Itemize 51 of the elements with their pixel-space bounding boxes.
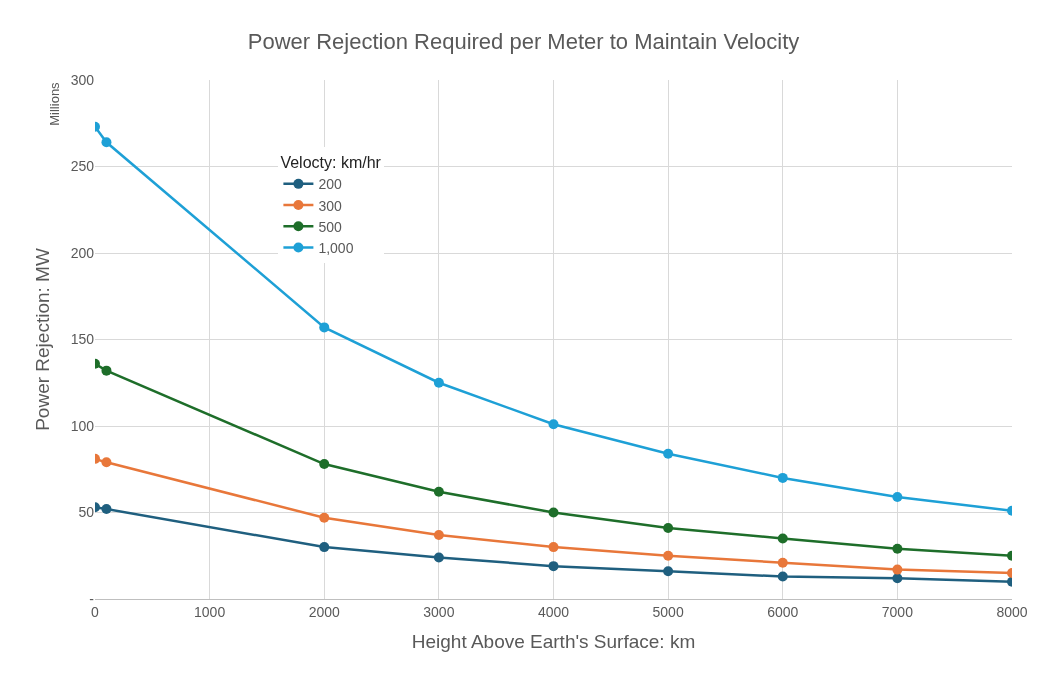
point	[892, 564, 903, 575]
point	[777, 557, 788, 568]
point	[101, 365, 112, 376]
point	[319, 512, 330, 523]
point	[101, 457, 112, 468]
point	[663, 550, 674, 561]
x-tick-label: 4000	[537, 603, 570, 620]
x-tick-label: 2000	[308, 603, 341, 620]
point	[433, 486, 444, 497]
point	[319, 542, 330, 553]
x-axis-title: Height Above Earth's Surface: km	[411, 630, 696, 652]
point	[892, 491, 903, 502]
point	[663, 566, 674, 577]
point	[433, 529, 444, 540]
y-tick-label: 200	[70, 244, 95, 261]
x-tick-label: 3000	[423, 603, 455, 620]
legend-label: 1,000	[318, 239, 354, 256]
point	[101, 504, 112, 515]
point	[663, 448, 674, 459]
point	[892, 543, 903, 554]
x-tick-label: 5000	[652, 603, 684, 620]
chart-title: Power Rejection Required per Meter to Maintain Velocity	[247, 29, 800, 55]
y-axis-title: Power Rejection: MW	[32, 248, 54, 431]
point	[319, 459, 330, 470]
point	[663, 523, 674, 534]
legend-label: 300	[318, 197, 342, 214]
point	[777, 571, 788, 582]
x-tick-label: 8000	[996, 603, 1028, 620]
point	[548, 561, 559, 572]
point	[892, 573, 903, 584]
x-tick-label: 1000	[194, 603, 226, 620]
x-tick-label: 6000	[767, 603, 799, 620]
point	[548, 419, 559, 430]
y-tick-label: 50	[78, 504, 95, 521]
y-tick-label: 150	[70, 331, 95, 348]
y-tick-label: 250	[70, 158, 95, 175]
point	[433, 552, 444, 563]
text: Millions	[46, 81, 62, 126]
legend-title: Velocty: km/hr	[280, 154, 382, 172]
point	[777, 472, 788, 483]
point	[548, 542, 559, 553]
legend-label: 500	[318, 218, 342, 235]
point	[777, 533, 788, 544]
legend-label: 200	[318, 176, 342, 193]
x-tick-label: 7000	[881, 603, 914, 620]
y-tick-label: 300	[70, 71, 95, 88]
point	[548, 507, 559, 518]
point	[101, 137, 112, 148]
point	[433, 377, 444, 388]
point	[319, 322, 330, 333]
y-tick-label: 100	[70, 417, 95, 434]
